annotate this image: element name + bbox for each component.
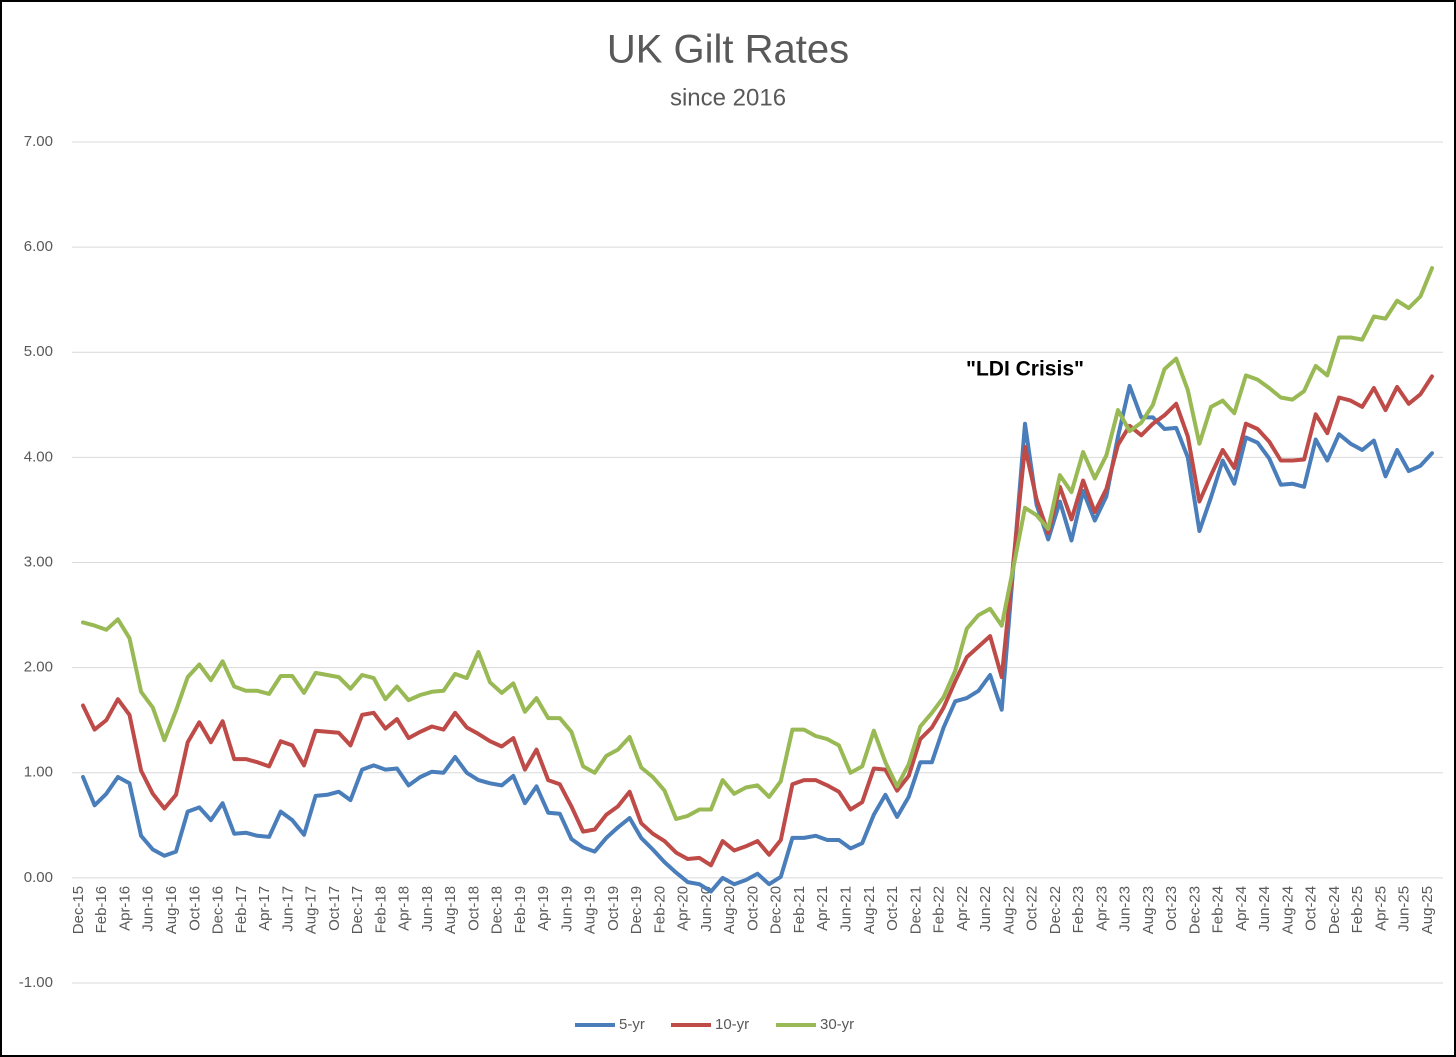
x-tick-label: Aug-22 — [1000, 886, 1017, 934]
chart-title: UK Gilt Rates — [607, 28, 849, 72]
x-tick-label: Apr-17 — [256, 886, 273, 931]
x-tick-label: Dec-23 — [1186, 886, 1203, 934]
x-tick-label: Dec-19 — [628, 886, 645, 934]
x-tick-label: Feb-17 — [233, 886, 250, 934]
y-tick-label: 0.00 — [24, 869, 53, 886]
x-tick-label: Apr-23 — [1093, 886, 1110, 931]
x-tick-label: Feb-20 — [651, 886, 668, 934]
x-tick-label: Jun-21 — [838, 886, 855, 932]
x-tick-label: Feb-19 — [512, 886, 529, 934]
x-tick-label: Dec-20 — [768, 886, 785, 934]
x-tick-label: Aug-25 — [1419, 886, 1436, 934]
x-tick-label: Aug-16 — [163, 886, 180, 934]
x-tick-label: Aug-23 — [1140, 886, 1157, 934]
y-tick-label: 5.00 — [24, 343, 53, 360]
x-tick-label: Oct-20 — [744, 886, 761, 931]
x-tick-label: Aug-18 — [442, 886, 459, 934]
y-tick-label: -1.00 — [19, 974, 53, 991]
x-tick-label: Aug-20 — [721, 886, 738, 934]
x-tick-label: Feb-18 — [372, 886, 389, 934]
y-tick-label: 7.00 — [24, 133, 53, 150]
x-tick-label: Oct-23 — [1163, 886, 1180, 931]
x-tick-label: Jun-19 — [558, 886, 575, 932]
x-tick-label: Apr-18 — [396, 886, 413, 931]
y-tick-label: 4.00 — [24, 448, 53, 465]
x-tick-label: Jun-20 — [698, 886, 715, 932]
x-tick-label: Jun-17 — [279, 886, 296, 932]
line-series — [81, 266, 1434, 821]
y-tick-label: 2.00 — [24, 659, 53, 676]
x-tick-label: Dec-22 — [1047, 886, 1064, 934]
x-tick-label: Aug-21 — [861, 886, 878, 934]
x-tick-label: Apr-25 — [1372, 886, 1389, 931]
line-series — [81, 374, 1434, 868]
x-tick-label: Oct-24 — [1303, 886, 1320, 931]
x-tick-label: Jun-25 — [1396, 886, 1413, 932]
x-tick-label: Oct-16 — [186, 886, 203, 931]
legend-label: 10-yr — [715, 1016, 749, 1033]
x-tick-label: Jun-23 — [1117, 886, 1134, 932]
x-tick-label: Oct-21 — [884, 886, 901, 931]
chart-subtitle: since 2016 — [670, 84, 786, 111]
legend-label: 30-yr — [820, 1016, 854, 1033]
legend-label: 5-yr — [619, 1016, 645, 1033]
x-tick-label: Feb-22 — [931, 886, 948, 934]
x-tick-label: Apr-22 — [954, 886, 971, 931]
x-tick-label: Feb-24 — [1210, 886, 1227, 934]
x-tick-label: Dec-16 — [210, 886, 227, 934]
x-tick-label: Jun-22 — [977, 886, 994, 932]
x-tick-label: Jun-16 — [140, 886, 157, 932]
x-tick-label: Jun-18 — [419, 886, 436, 932]
x-tick-label: Apr-16 — [116, 886, 133, 931]
x-tick-label: Jun-24 — [1256, 886, 1273, 932]
y-tick-label: 3.00 — [24, 553, 53, 570]
x-tick-label: Oct-22 — [1024, 886, 1041, 931]
y-tick-label: 1.00 — [24, 764, 53, 781]
x-tick-label: Dec-17 — [349, 886, 366, 934]
x-tick-label: Feb-25 — [1349, 886, 1366, 934]
y-tick-label: 6.00 — [24, 238, 53, 255]
x-tick-label: Dec-24 — [1326, 886, 1343, 934]
x-tick-label: Aug-24 — [1279, 886, 1296, 934]
x-tick-label: Dec-18 — [489, 886, 506, 934]
x-tick-label: Apr-24 — [1233, 886, 1250, 931]
x-tick-label: Feb-16 — [93, 886, 110, 934]
x-tick-label: Oct-17 — [326, 886, 343, 931]
x-tick-label: Apr-21 — [814, 886, 831, 931]
x-tick-label: Oct-19 — [605, 886, 622, 931]
line-series — [81, 383, 1434, 894]
x-tick-label: Feb-23 — [1070, 886, 1087, 934]
annotation: "LDI Crisis" — [966, 358, 1084, 381]
x-tick-label: Aug-17 — [303, 886, 320, 934]
x-tick-label: Apr-20 — [675, 886, 692, 931]
x-tick-label: Apr-19 — [535, 886, 552, 931]
x-tick-label: Dec-21 — [907, 886, 924, 934]
x-tick-label: Dec-15 — [70, 886, 87, 934]
x-tick-label: Feb-21 — [791, 886, 808, 934]
x-tick-label: Aug-19 — [582, 886, 599, 934]
x-tick-label: Oct-18 — [465, 886, 482, 931]
